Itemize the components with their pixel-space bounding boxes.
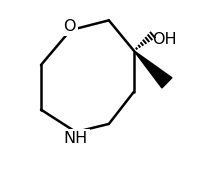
Text: OH: OH xyxy=(151,32,176,47)
Text: O: O xyxy=(63,19,75,34)
Polygon shape xyxy=(133,51,171,88)
Text: NH: NH xyxy=(63,131,88,146)
